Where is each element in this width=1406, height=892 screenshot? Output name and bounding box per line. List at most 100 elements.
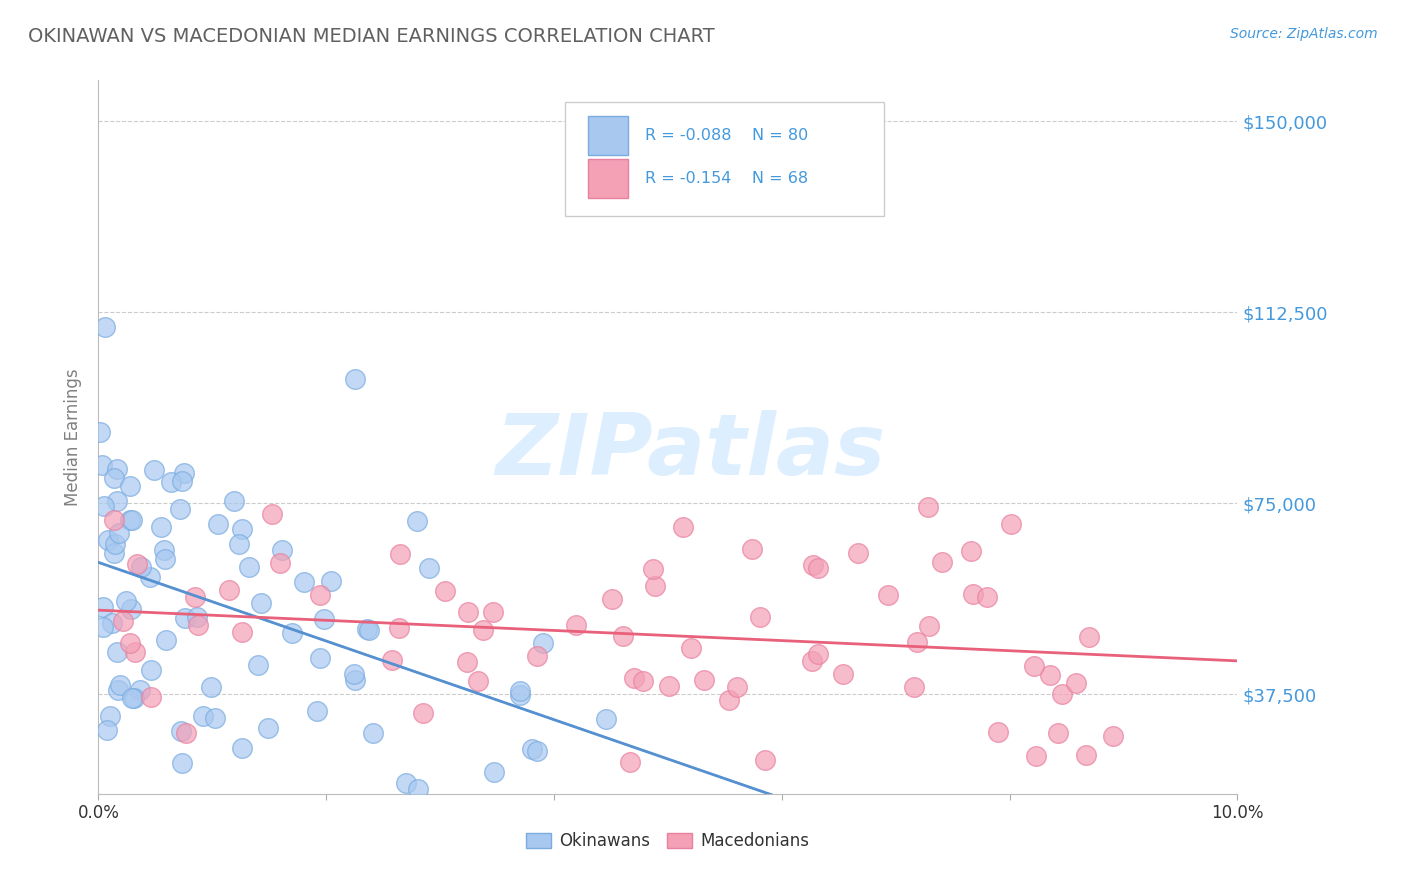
Text: R = -0.088    N = 80: R = -0.088 N = 80 <box>645 128 808 143</box>
Point <box>526 648 548 663</box>
Point <box>520 742 543 756</box>
Point <box>103 545 125 559</box>
Point <box>224 494 246 508</box>
Point <box>681 641 703 656</box>
Point <box>200 680 222 694</box>
Point <box>141 690 163 705</box>
Point <box>531 636 554 650</box>
Point <box>754 754 776 768</box>
Point <box>308 588 330 602</box>
Point <box>389 547 412 561</box>
Point <box>228 537 250 551</box>
Point <box>631 673 654 688</box>
Point <box>193 708 215 723</box>
Point <box>1052 687 1074 701</box>
Point <box>564 618 586 632</box>
Point <box>749 610 772 624</box>
Point <box>344 371 367 385</box>
Point <box>658 679 681 693</box>
Point <box>1102 729 1125 743</box>
Point <box>169 502 191 516</box>
Point <box>1025 749 1047 764</box>
Point <box>155 551 177 566</box>
Point <box>280 626 302 640</box>
Text: ZIPatlas: ZIPatlas <box>495 409 886 493</box>
Point <box>172 474 194 488</box>
Point <box>257 721 280 735</box>
Point <box>118 513 141 527</box>
Point <box>121 691 143 706</box>
Point <box>406 781 429 796</box>
Point <box>641 562 664 576</box>
Point <box>418 561 440 575</box>
Point <box>509 684 531 698</box>
Point <box>105 461 128 475</box>
Point <box>159 475 181 489</box>
Point <box>262 507 284 521</box>
Point <box>173 611 195 625</box>
FancyBboxPatch shape <box>565 102 884 216</box>
Point <box>103 471 125 485</box>
Bar <box>588 159 628 198</box>
Point <box>105 645 128 659</box>
Point <box>1064 675 1087 690</box>
Point <box>918 618 941 632</box>
Point <box>186 609 208 624</box>
Point <box>1024 659 1046 673</box>
Point <box>807 561 830 575</box>
Point <box>269 556 291 570</box>
Point <box>93 320 115 334</box>
Point <box>359 623 381 637</box>
Point <box>807 647 830 661</box>
Point <box>124 691 146 706</box>
Point <box>917 500 939 514</box>
Point <box>1046 726 1069 740</box>
Point <box>118 636 141 650</box>
Point <box>717 693 740 707</box>
Y-axis label: Median Earnings: Median Earnings <box>65 368 83 506</box>
Point <box>231 522 253 536</box>
Point <box>831 667 853 681</box>
Point <box>905 635 928 649</box>
Text: Source: ZipAtlas.com: Source: ZipAtlas.com <box>1230 27 1378 41</box>
Point <box>96 723 118 738</box>
Point <box>173 466 195 480</box>
Point <box>725 680 748 694</box>
Point <box>307 705 329 719</box>
Point <box>405 514 427 528</box>
Point <box>250 596 273 610</box>
Point <box>292 575 315 590</box>
Point <box>184 590 207 604</box>
Point <box>114 594 136 608</box>
Point <box>314 612 336 626</box>
Point <box>482 765 505 780</box>
Point <box>309 650 332 665</box>
Point <box>231 741 253 756</box>
Point <box>509 689 531 703</box>
Point <box>1074 747 1097 762</box>
Point <box>644 579 666 593</box>
Point <box>121 513 143 527</box>
Point <box>619 755 641 769</box>
Point <box>388 621 411 635</box>
Point <box>381 652 404 666</box>
Bar <box>588 116 628 155</box>
Point <box>612 629 634 643</box>
Point <box>343 666 366 681</box>
Point <box>204 711 226 725</box>
Point <box>343 673 366 688</box>
Point <box>1039 668 1062 682</box>
Point <box>107 525 129 540</box>
Point <box>98 709 121 723</box>
Point <box>170 756 193 770</box>
Point <box>124 645 146 659</box>
Point <box>231 625 253 640</box>
Point <box>672 520 695 534</box>
Point <box>174 726 197 740</box>
Point <box>800 654 823 668</box>
Text: OKINAWAN VS MACEDONIAN MEDIAN EARNINGS CORRELATION CHART: OKINAWAN VS MACEDONIAN MEDIAN EARNINGS C… <box>28 27 714 45</box>
Point <box>247 657 270 672</box>
Point <box>112 614 135 628</box>
Point <box>207 517 229 532</box>
Point <box>1078 630 1101 644</box>
